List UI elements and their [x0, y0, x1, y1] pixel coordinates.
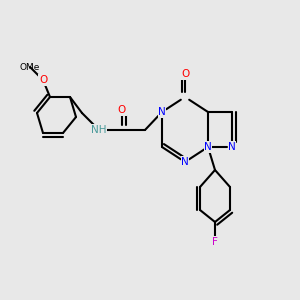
- Text: O: O: [118, 105, 126, 115]
- Text: NH: NH: [91, 125, 107, 135]
- Text: F: F: [212, 237, 218, 247]
- Text: N: N: [204, 142, 212, 152]
- Text: O: O: [181, 69, 189, 79]
- Text: N: N: [158, 107, 166, 117]
- Text: OMe: OMe: [20, 62, 40, 71]
- Text: N: N: [181, 157, 189, 167]
- Text: N: N: [228, 142, 236, 152]
- Text: O: O: [39, 75, 47, 85]
